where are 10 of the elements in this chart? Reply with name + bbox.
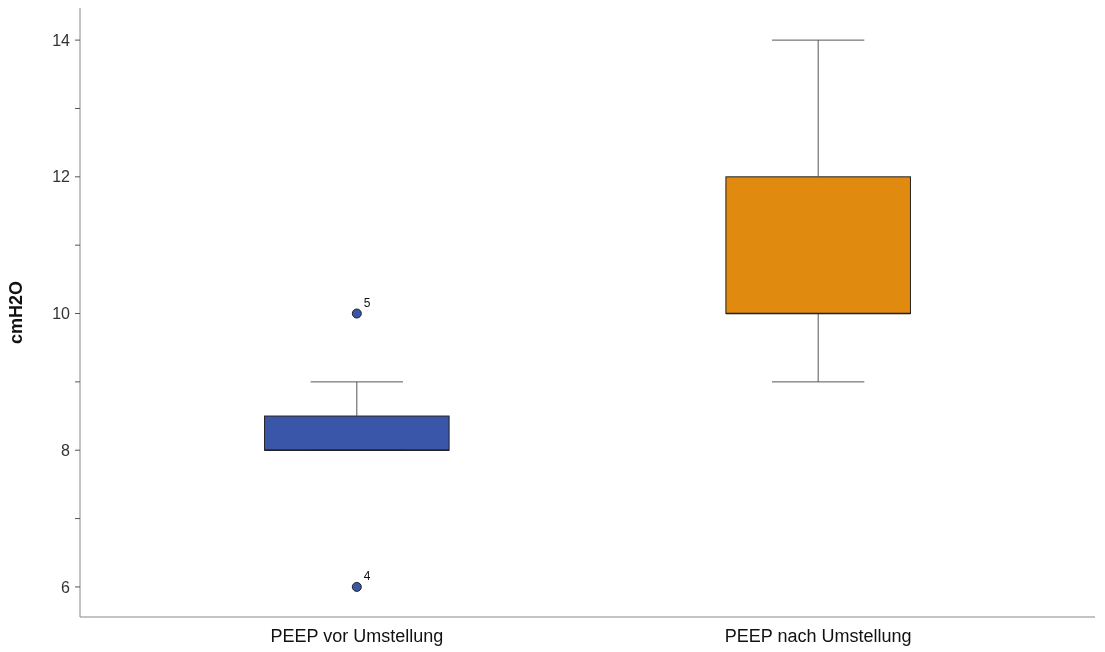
x-tick-label: PEEP vor Umstellung [270, 626, 444, 646]
y-tick-label: 12 [52, 168, 71, 186]
y-tick-label: 10 [52, 305, 71, 323]
y-tick-label: 8 [61, 441, 71, 459]
y-tick-label: 6 [61, 578, 71, 596]
y-tick-label: 14 [52, 31, 71, 49]
annotation: 4 [363, 568, 371, 583]
y-axis-title: cmH2O [6, 280, 26, 345]
x-tick-label: PEEP nach Umstellung [724, 626, 912, 646]
annotation: 5 [363, 295, 371, 310]
